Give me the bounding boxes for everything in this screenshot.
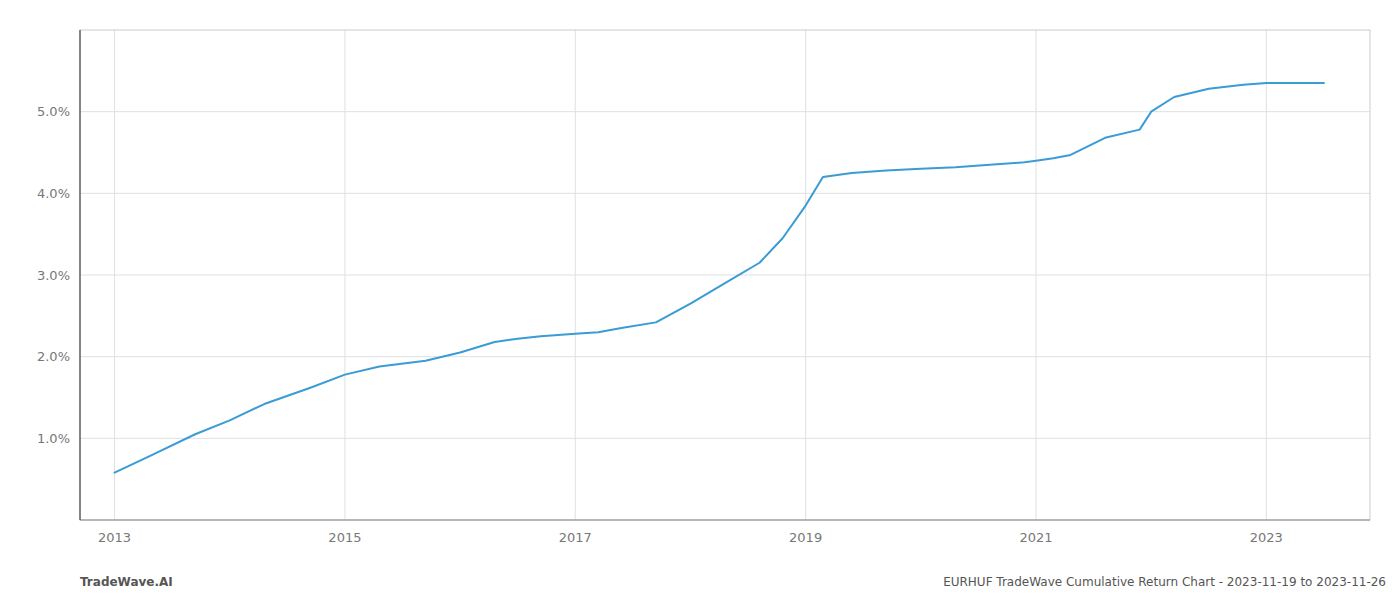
footer-right: EURHUF TradeWave Cumulative Return Chart… — [943, 575, 1386, 589]
y-tick-label: 5.0% — [37, 104, 70, 119]
y-grid-line — [80, 356, 1370, 357]
background — [0, 0, 1400, 600]
x-tick-label: 2023 — [1250, 530, 1283, 545]
y-tick-label: 4.0% — [37, 186, 70, 201]
x-tick-label: 2013 — [98, 530, 131, 545]
x-tick-label: 2021 — [1019, 530, 1052, 545]
y-grid-line — [80, 438, 1370, 439]
y-grid-line — [80, 111, 1370, 112]
tick-labels: 2013 2015 2017 2019 2021 2023 1.0% 2.0% 3.0% 4.0%… — [37, 104, 1283, 545]
x-tick-label: 2017 — [559, 530, 592, 545]
y-grid-line — [80, 193, 1370, 194]
footer-left: TradeWave.AI — [80, 575, 173, 589]
line — [115, 83, 1324, 473]
y-axis-line — [79, 30, 80, 520]
plot-frame — [80, 30, 1370, 520]
y-tick-label: 3.0% — [37, 268, 70, 283]
x-tick-label: 2019 — [789, 530, 822, 545]
y-grid-line — [80, 275, 1370, 276]
chart-svg: 2013 2015 2017 2019 2021 2023 1.0% 2.0% 3.0% 4.0%… — [0, 0, 1400, 600]
chart-container: 2013 2015 2017 2019 2021 2023 1.0% 2.0% 3.0% 4.0%… — [0, 0, 1400, 600]
x-tick-label: 2015 — [328, 530, 361, 545]
grid — [80, 30, 1370, 520]
series-group — [115, 83, 1324, 473]
y-tick-label: 2.0% — [37, 349, 70, 364]
x-axis-line — [80, 520, 1370, 521]
y-tick-label: 1.0% — [37, 431, 70, 446]
